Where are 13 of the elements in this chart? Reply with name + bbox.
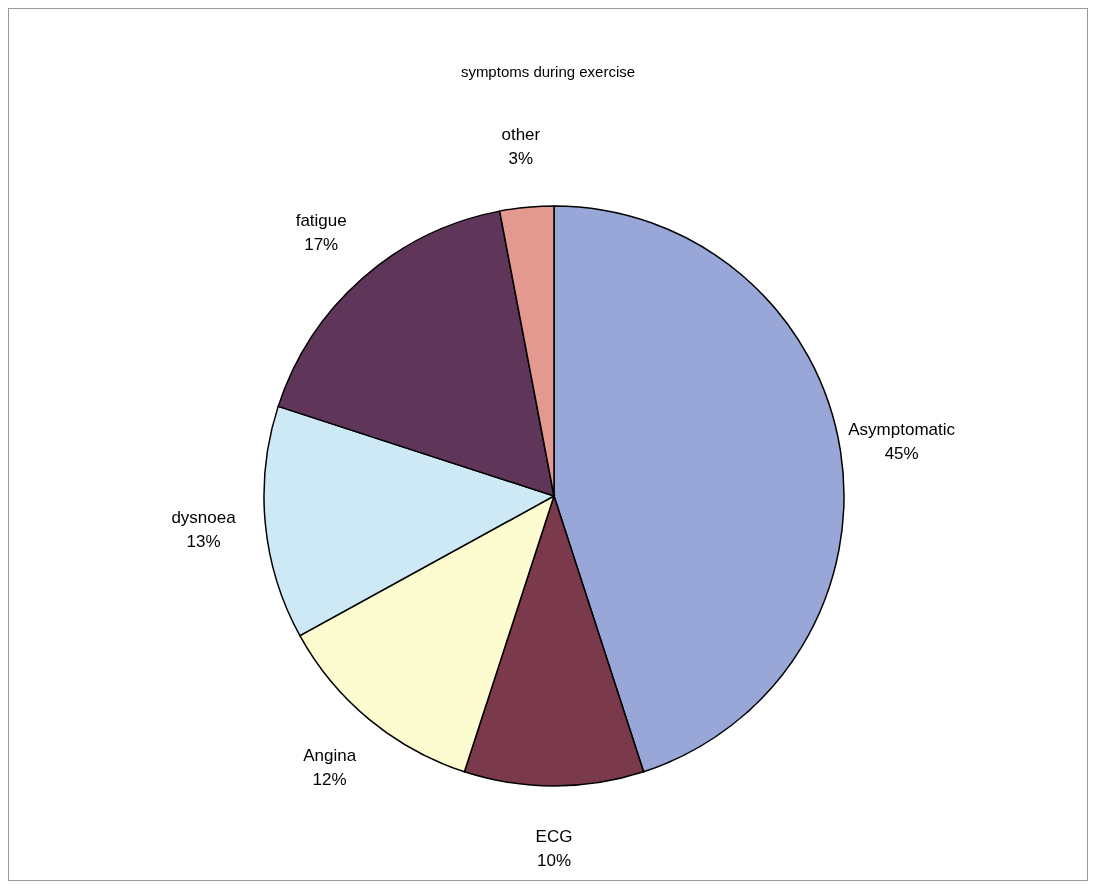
data-label: 17%: [304, 234, 339, 254]
data-label: 10%: [536, 851, 572, 870]
data-label: 45%: [884, 443, 919, 463]
slice-label: dysnoea: [171, 508, 237, 528]
slice-label: other: [501, 124, 541, 144]
data-label: 12%: [312, 770, 347, 790]
data-label: 3%: [508, 148, 534, 168]
slice-label: Asymptomatic: [848, 419, 956, 439]
slice-label: fatigue: [295, 210, 347, 230]
data-label: 13%: [186, 532, 221, 552]
slice-label: ECG: [535, 827, 573, 846]
chart-title: symptoms during exercise: [460, 63, 636, 80]
slice-label: Angina: [303, 746, 357, 766]
